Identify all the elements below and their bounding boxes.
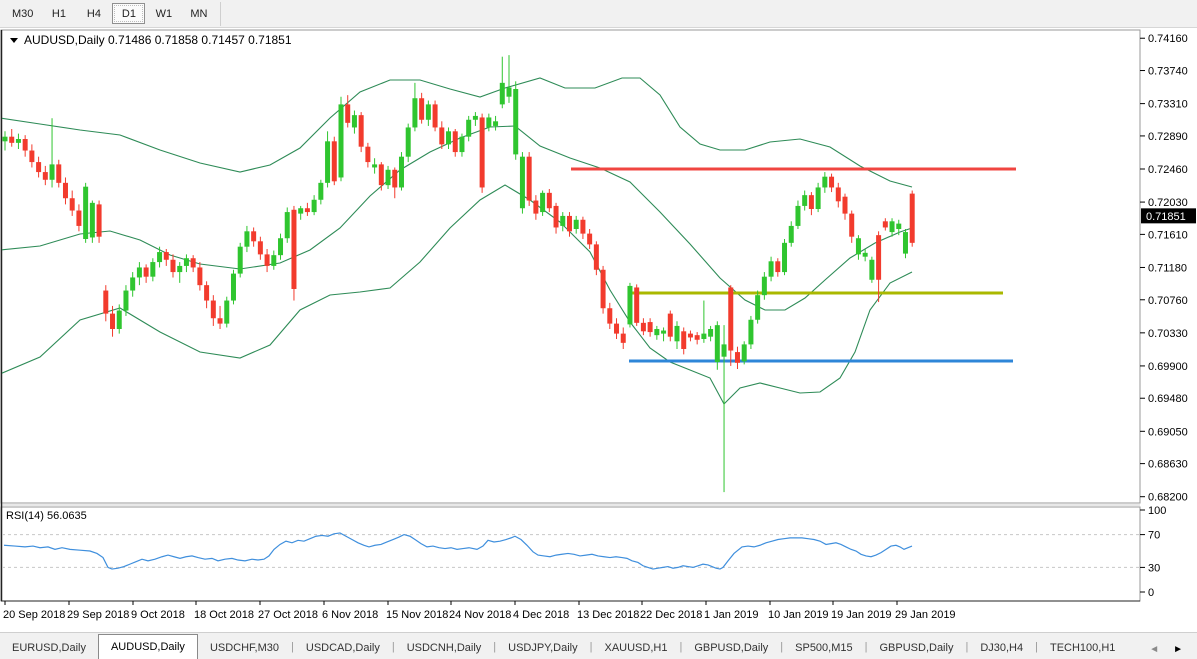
bollinger-upper-line[interactable]: [0, 77, 913, 188]
svg-text:0.70330: 0.70330: [1148, 328, 1188, 340]
timeframe-toolbar: M30 H1 H4 D1 W1 MN: [0, 0, 1197, 28]
svg-text:0.73310: 0.73310: [1148, 99, 1188, 111]
svg-text:29 Jan 2019: 29 Jan 2019: [895, 609, 956, 621]
tab-separator: |: [965, 640, 969, 653]
svg-text:0.73740: 0.73740: [1148, 66, 1188, 78]
price-badge: [1141, 208, 1196, 224]
svg-text:4 Dec 2018: 4 Dec 2018: [513, 609, 569, 621]
svg-text:9 Oct 2018: 9 Oct 2018: [131, 609, 185, 621]
svg-text:0.71610: 0.71610: [1148, 229, 1188, 241]
svg-text:22 Dec 2018: 22 Dec 2018: [640, 609, 702, 621]
svg-text:20 Sep 2018: 20 Sep 2018: [3, 609, 65, 621]
svg-text:0.68630: 0.68630: [1148, 459, 1188, 471]
svg-text:24 Nov 2018: 24 Nov 2018: [449, 609, 511, 621]
svg-text:100: 100: [1148, 505, 1166, 517]
tab-DJ30-H4[interactable]: DJ30,H4: [980, 642, 1024, 654]
chart-tab-bar: EURUSD,Daily AUDUSD,Daily USDCHF,M30 | USDCA…: [0, 632, 1197, 659]
price-badge-value: 0.71851: [1146, 211, 1186, 223]
rsi-panel[interactable]: 100 70 30 0 RSI(14) 56.0635: [2, 505, 1166, 599]
tab-GBPUSD-Daily[interactable]: GBPUSD,Daily: [694, 642, 769, 654]
svg-text:0.69900: 0.69900: [1148, 361, 1188, 373]
svg-text:70: 70: [1148, 530, 1160, 542]
svg-text:29 Sep 2018: 29 Sep 2018: [67, 609, 129, 621]
tab-XAUUSD-H1[interactable]: XAUUSD,H1: [604, 642, 668, 654]
tab-separator: |: [391, 640, 395, 653]
svg-text:0.72890: 0.72890: [1148, 131, 1188, 143]
chart-title: AUDUSD,Daily 0.71486 0.71858 0.71457 0.7…: [24, 33, 292, 47]
timeframe-button-M30[interactable]: M30: [12, 7, 34, 20]
tab-separator: |: [679, 640, 683, 653]
tab-scroll-right-icon[interactable]: ►: [1173, 644, 1183, 655]
tab-USDJPY-Daily[interactable]: USDJPY,Daily: [508, 642, 578, 654]
svg-text:0.74160: 0.74160: [1148, 33, 1188, 45]
toolbar-separator: [220, 1, 222, 26]
timeframe-button-MN[interactable]: MN: [190, 7, 208, 20]
svg-text:0.71180: 0.71180: [1148, 262, 1187, 274]
svg-text:27 Oct 2018: 27 Oct 2018: [258, 609, 318, 621]
tab-separator: |: [589, 640, 593, 653]
svg-text:6 Nov 2018: 6 Nov 2018: [322, 609, 378, 621]
tab-SP500-M15[interactable]: SP500,M15: [795, 642, 853, 654]
timeframe-button-W1[interactable]: W1: [155, 7, 173, 20]
chart-title-collapse-icon[interactable]: [10, 38, 18, 43]
svg-text:0.72460: 0.72460: [1148, 164, 1188, 176]
timeframe-button-H4[interactable]: H4: [86, 7, 101, 20]
tab-separator: |: [291, 640, 294, 653]
svg-text:13 Dec 2018: 13 Dec 2018: [577, 609, 639, 621]
timeframe-button-H1[interactable]: H1: [51, 7, 66, 20]
tab-separator: |: [493, 640, 497, 653]
rsi-line[interactable]: [3, 532, 913, 570]
svg-text:10 Jan 2019: 10 Jan 2019: [768, 609, 829, 621]
timeframe-button-D1[interactable]: D1: [112, 3, 146, 24]
tab-scroll-left-icon[interactable]: ◄: [1149, 644, 1160, 655]
price-axis[interactable]: 0.74160 0.73740 0.73310 0.72890 0.72460 0.720…: [1140, 33, 1188, 504]
svg-text:15 Nov 2018: 15 Nov 2018: [386, 609, 448, 621]
tab-AUDUSD-Daily[interactable]: AUDUSD,Daily: [97, 634, 198, 659]
candles-layer: [2, 55, 915, 493]
svg-text:0.69480: 0.69480: [1148, 393, 1188, 405]
svg-text:30: 30: [1148, 562, 1160, 574]
svg-text:0: 0: [1148, 587, 1154, 599]
svg-text:0.70760: 0.70760: [1148, 295, 1188, 307]
tab-EURUSD-Daily[interactable]: EURUSD,Daily: [12, 642, 86, 654]
tab-USDCHF-M30[interactable]: USDCHF,M30: [209, 642, 280, 654]
svg-text:18 Oct 2018: 18 Oct 2018: [194, 609, 254, 621]
tab-separator: |: [780, 640, 784, 653]
tab-TECH100-H1[interactable]: TECH100,H1: [1049, 642, 1116, 654]
bollinger-lower-line[interactable]: [0, 184, 913, 405]
svg-text:19 Jan 2019: 19 Jan 2019: [831, 609, 892, 621]
tab-separator: |: [864, 640, 868, 653]
tab-GBPUSD-Daily[interactable]: GBPUSD,Daily: [879, 642, 954, 654]
rsi-label: RSI(14) 56.0635: [6, 510, 87, 522]
tab-separator: |: [1035, 640, 1038, 653]
chart-area[interactable]: 0.74160 0.73740 0.73310 0.72890 0.72460 0.720…: [0, 0, 1197, 632]
svg-text:1 Jan 2019: 1 Jan 2019: [704, 609, 758, 621]
time-axis[interactable]: 20 Sep 2018 29 Sep 2018 9 Oct 2018 18 Oct 2…: [1, 600, 1140, 621]
tab-USDCAD-Daily[interactable]: USDCAD,Daily: [305, 642, 380, 654]
svg-text:0.72030: 0.72030: [1148, 197, 1188, 209]
svg-text:0.68200: 0.68200: [1148, 492, 1188, 504]
svg-text:0.69050: 0.69050: [1148, 426, 1188, 438]
tab-USDCNH-Daily[interactable]: USDCNH,Daily: [406, 642, 482, 654]
